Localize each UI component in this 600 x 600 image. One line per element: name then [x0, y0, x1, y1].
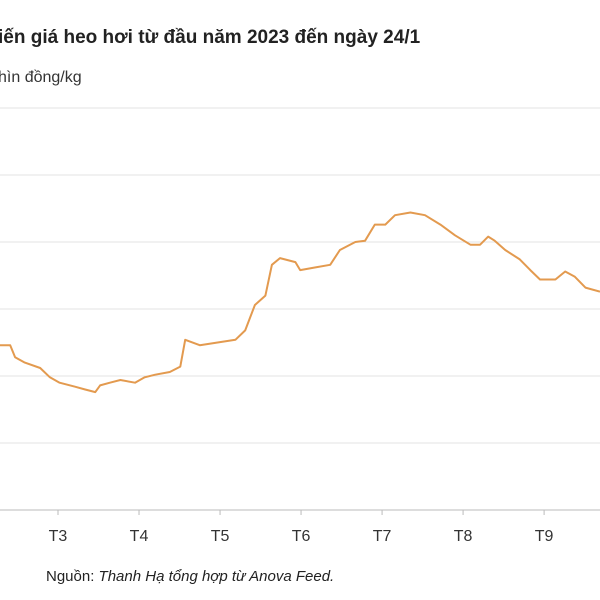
chart-title: iến giá heo hơi từ đầu năm 2023 đến ngày…	[0, 27, 421, 48]
x-tick-label: T9	[535, 528, 554, 545]
x-tick-label: T8	[454, 528, 473, 545]
x-tick-label: T6	[292, 528, 311, 545]
x-tick-label: T3	[49, 528, 68, 545]
source: Nguồn: Thanh Hạ tổng hợp từ Anova Feed.	[46, 568, 334, 585]
subtitle: hìn đồng/kg	[0, 69, 82, 86]
x-tick-label: T4	[130, 528, 149, 545]
source-label: Nguồn:	[46, 568, 94, 585]
source-text: Thanh Hạ tổng hợp từ Anova Feed.	[99, 568, 335, 585]
line	[0, 211, 600, 394]
x-tick-label: T7	[373, 528, 392, 545]
x-tick-label: T5	[211, 528, 230, 545]
